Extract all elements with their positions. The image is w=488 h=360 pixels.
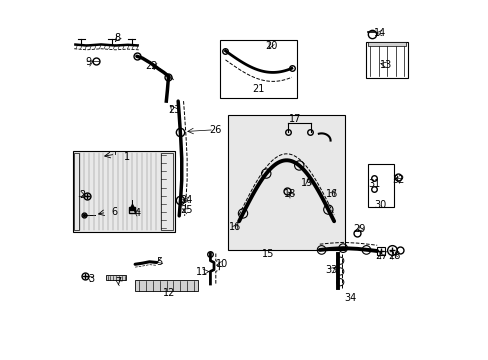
Bar <box>220 40 297 98</box>
Text: 33: 33 <box>325 265 337 275</box>
Text: 4: 4 <box>134 208 141 218</box>
Text: 18: 18 <box>284 189 296 199</box>
Text: 9: 9 <box>85 57 91 67</box>
Bar <box>376 247 384 255</box>
Text: 24: 24 <box>180 195 192 205</box>
Text: 22: 22 <box>145 61 158 71</box>
Text: 21: 21 <box>251 84 264 94</box>
Text: 8: 8 <box>114 33 120 43</box>
Text: 2: 2 <box>79 190 85 200</box>
Text: 13: 13 <box>379 60 391 70</box>
Text: 6: 6 <box>111 207 117 217</box>
Text: 1: 1 <box>123 152 130 162</box>
Text: 34: 34 <box>344 293 356 303</box>
Text: 19: 19 <box>301 178 313 188</box>
Bar <box>74 153 79 230</box>
Text: 25: 25 <box>180 206 192 216</box>
Text: 16: 16 <box>325 189 337 199</box>
Text: 3: 3 <box>88 274 94 284</box>
Text: 15: 15 <box>261 248 273 258</box>
Bar <box>367 42 405 46</box>
Text: 17: 17 <box>288 114 300 124</box>
Text: 20: 20 <box>264 41 277 50</box>
Text: 30: 30 <box>373 200 386 210</box>
Text: 16: 16 <box>228 222 241 232</box>
Text: 14: 14 <box>373 28 386 38</box>
Bar <box>135 280 198 291</box>
Text: 10: 10 <box>216 259 228 269</box>
Text: 23: 23 <box>168 105 181 115</box>
Text: 32: 32 <box>392 175 404 185</box>
Bar <box>73 151 175 232</box>
Text: 7: 7 <box>115 277 121 287</box>
Bar <box>367 164 394 207</box>
Bar <box>228 116 344 250</box>
Text: 11: 11 <box>196 267 208 277</box>
Bar <box>161 153 173 230</box>
Text: 28: 28 <box>387 251 400 261</box>
Text: 27: 27 <box>374 251 387 261</box>
Text: 31: 31 <box>367 179 380 189</box>
Text: 5: 5 <box>156 257 163 267</box>
Text: 29: 29 <box>352 225 365 234</box>
Bar <box>106 275 126 280</box>
Bar <box>366 42 407 78</box>
Text: 12: 12 <box>163 288 175 298</box>
Text: 26: 26 <box>208 125 221 135</box>
